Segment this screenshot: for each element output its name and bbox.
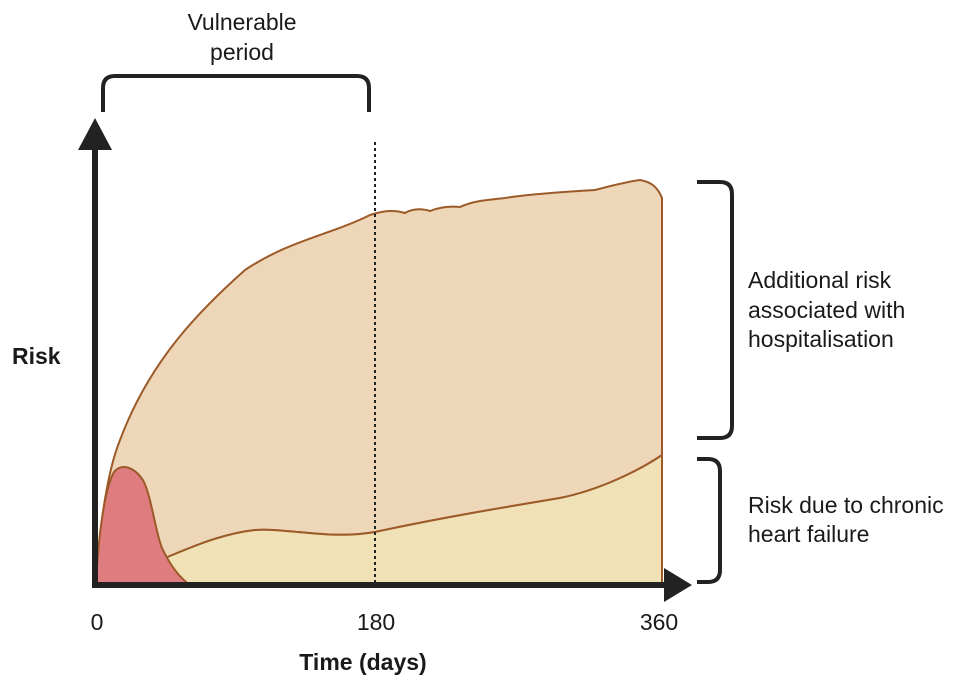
x-axis-arrowhead	[664, 568, 692, 602]
x-tick-label-360: 360	[640, 609, 678, 635]
additional-risk-label-line2: associated with	[748, 297, 905, 323]
additional-risk-label-line3: hospitalisation	[748, 326, 894, 352]
additional-risk-bracket	[697, 180, 734, 440]
x-tick-label-180: 180	[357, 609, 395, 635]
additional-risk-label-line1: Additional risk	[748, 267, 892, 293]
y-axis-label: Risk	[12, 343, 61, 369]
acute-risk-peak	[94, 466, 194, 586]
vulnerable-period-label-line2: period	[210, 39, 274, 65]
y-axis-arrowhead	[78, 118, 112, 150]
chronic-risk-label-line1: Risk due to chronic	[748, 492, 944, 518]
chronic-risk-label-line2: heart failure	[748, 521, 869, 547]
chronic-risk-area	[99, 453, 663, 586]
vulnerable-period-bracket	[101, 74, 371, 112]
x-tick-label-0: 0	[91, 609, 104, 635]
vulnerable-period-label-line1: Vulnerable	[187, 9, 296, 35]
x-axis-label: Time (days)	[299, 649, 426, 675]
chronic-risk-bracket	[697, 457, 722, 584]
